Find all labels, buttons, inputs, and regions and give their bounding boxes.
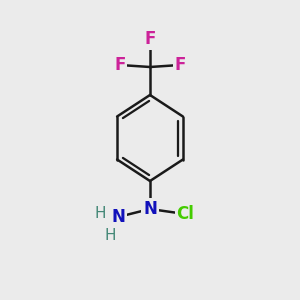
Text: N: N — [143, 200, 157, 218]
Text: F: F — [144, 30, 156, 48]
Text: F: F — [174, 56, 186, 74]
Text: H: H — [104, 227, 116, 242]
Text: Cl: Cl — [176, 205, 194, 223]
Text: H: H — [94, 206, 106, 220]
Text: F: F — [114, 56, 126, 74]
Text: N: N — [111, 208, 125, 226]
